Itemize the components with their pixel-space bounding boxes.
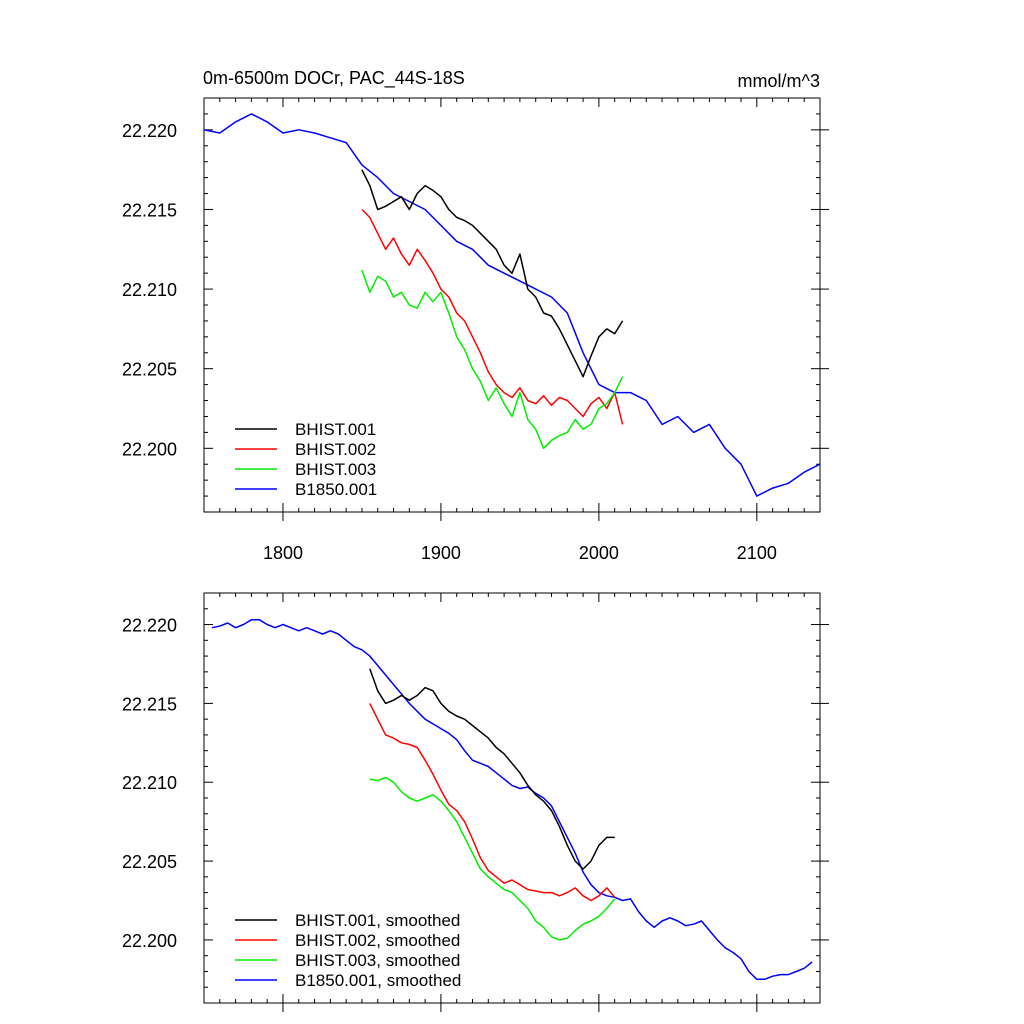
y-tick-label: 22.220 [122, 121, 177, 141]
p1-series-group [211, 619, 813, 981]
y-tick-label: 22.200 [122, 439, 177, 459]
y-tick-label: 22.210 [122, 280, 177, 300]
series-line-bhist-001 [361, 169, 624, 378]
y-tick-label: 22.205 [122, 360, 177, 380]
series-line-b1850-001 [204, 113, 820, 497]
y-tick-label: 22.220 [122, 616, 177, 636]
legend-label: BHIST.002 [295, 440, 376, 459]
legend-label: BHIST.003, smoothed [295, 951, 460, 970]
top-panel: 1800 1900 2000 2100 22.200 22.205 22.210 22.215… [122, 97, 829, 563]
legend-label: B1850.001 [295, 480, 377, 499]
y-tick-label: 22.215 [122, 200, 177, 220]
y-tick-label: 22.210 [122, 773, 177, 793]
legend-label: BHIST.003 [295, 460, 376, 479]
bottom-panel: 22.200 22.205 22.210 22.215 22.220 BHIST.001,… [122, 592, 829, 1012]
p0-series-group [204, 113, 820, 497]
series-line-bhist-002-smoothed [369, 703, 616, 902]
legend-label: BHIST.001, smoothed [295, 911, 460, 930]
y-tick-label: 22.205 [122, 852, 177, 872]
legend-label: BHIST.001 [295, 420, 376, 439]
x-tick-label: 2100 [737, 543, 777, 563]
legend-label: B1850.001, smoothed [295, 971, 461, 990]
series-line-bhist-003 [361, 269, 624, 450]
series-line-bhist-003-smoothed [369, 776, 616, 941]
series-line-bhist-001-smoothed [369, 668, 615, 870]
y-tick-label: 22.200 [122, 931, 177, 951]
legend-label: BHIST.002, smoothed [295, 931, 460, 950]
series-line-bhist-002 [361, 208, 624, 425]
x-tick-label: 1900 [421, 543, 461, 563]
chart-units: mmol/m^3 [738, 71, 820, 91]
y-tick-label: 22.215 [122, 694, 177, 714]
series-line-b1850-001-smoothed [211, 619, 813, 981]
chart-title: 0m-6500m DOCr, PAC_44S-18S [203, 68, 465, 89]
x-tick-label: 2000 [579, 543, 619, 563]
x-tick-label: 1800 [263, 543, 303, 563]
